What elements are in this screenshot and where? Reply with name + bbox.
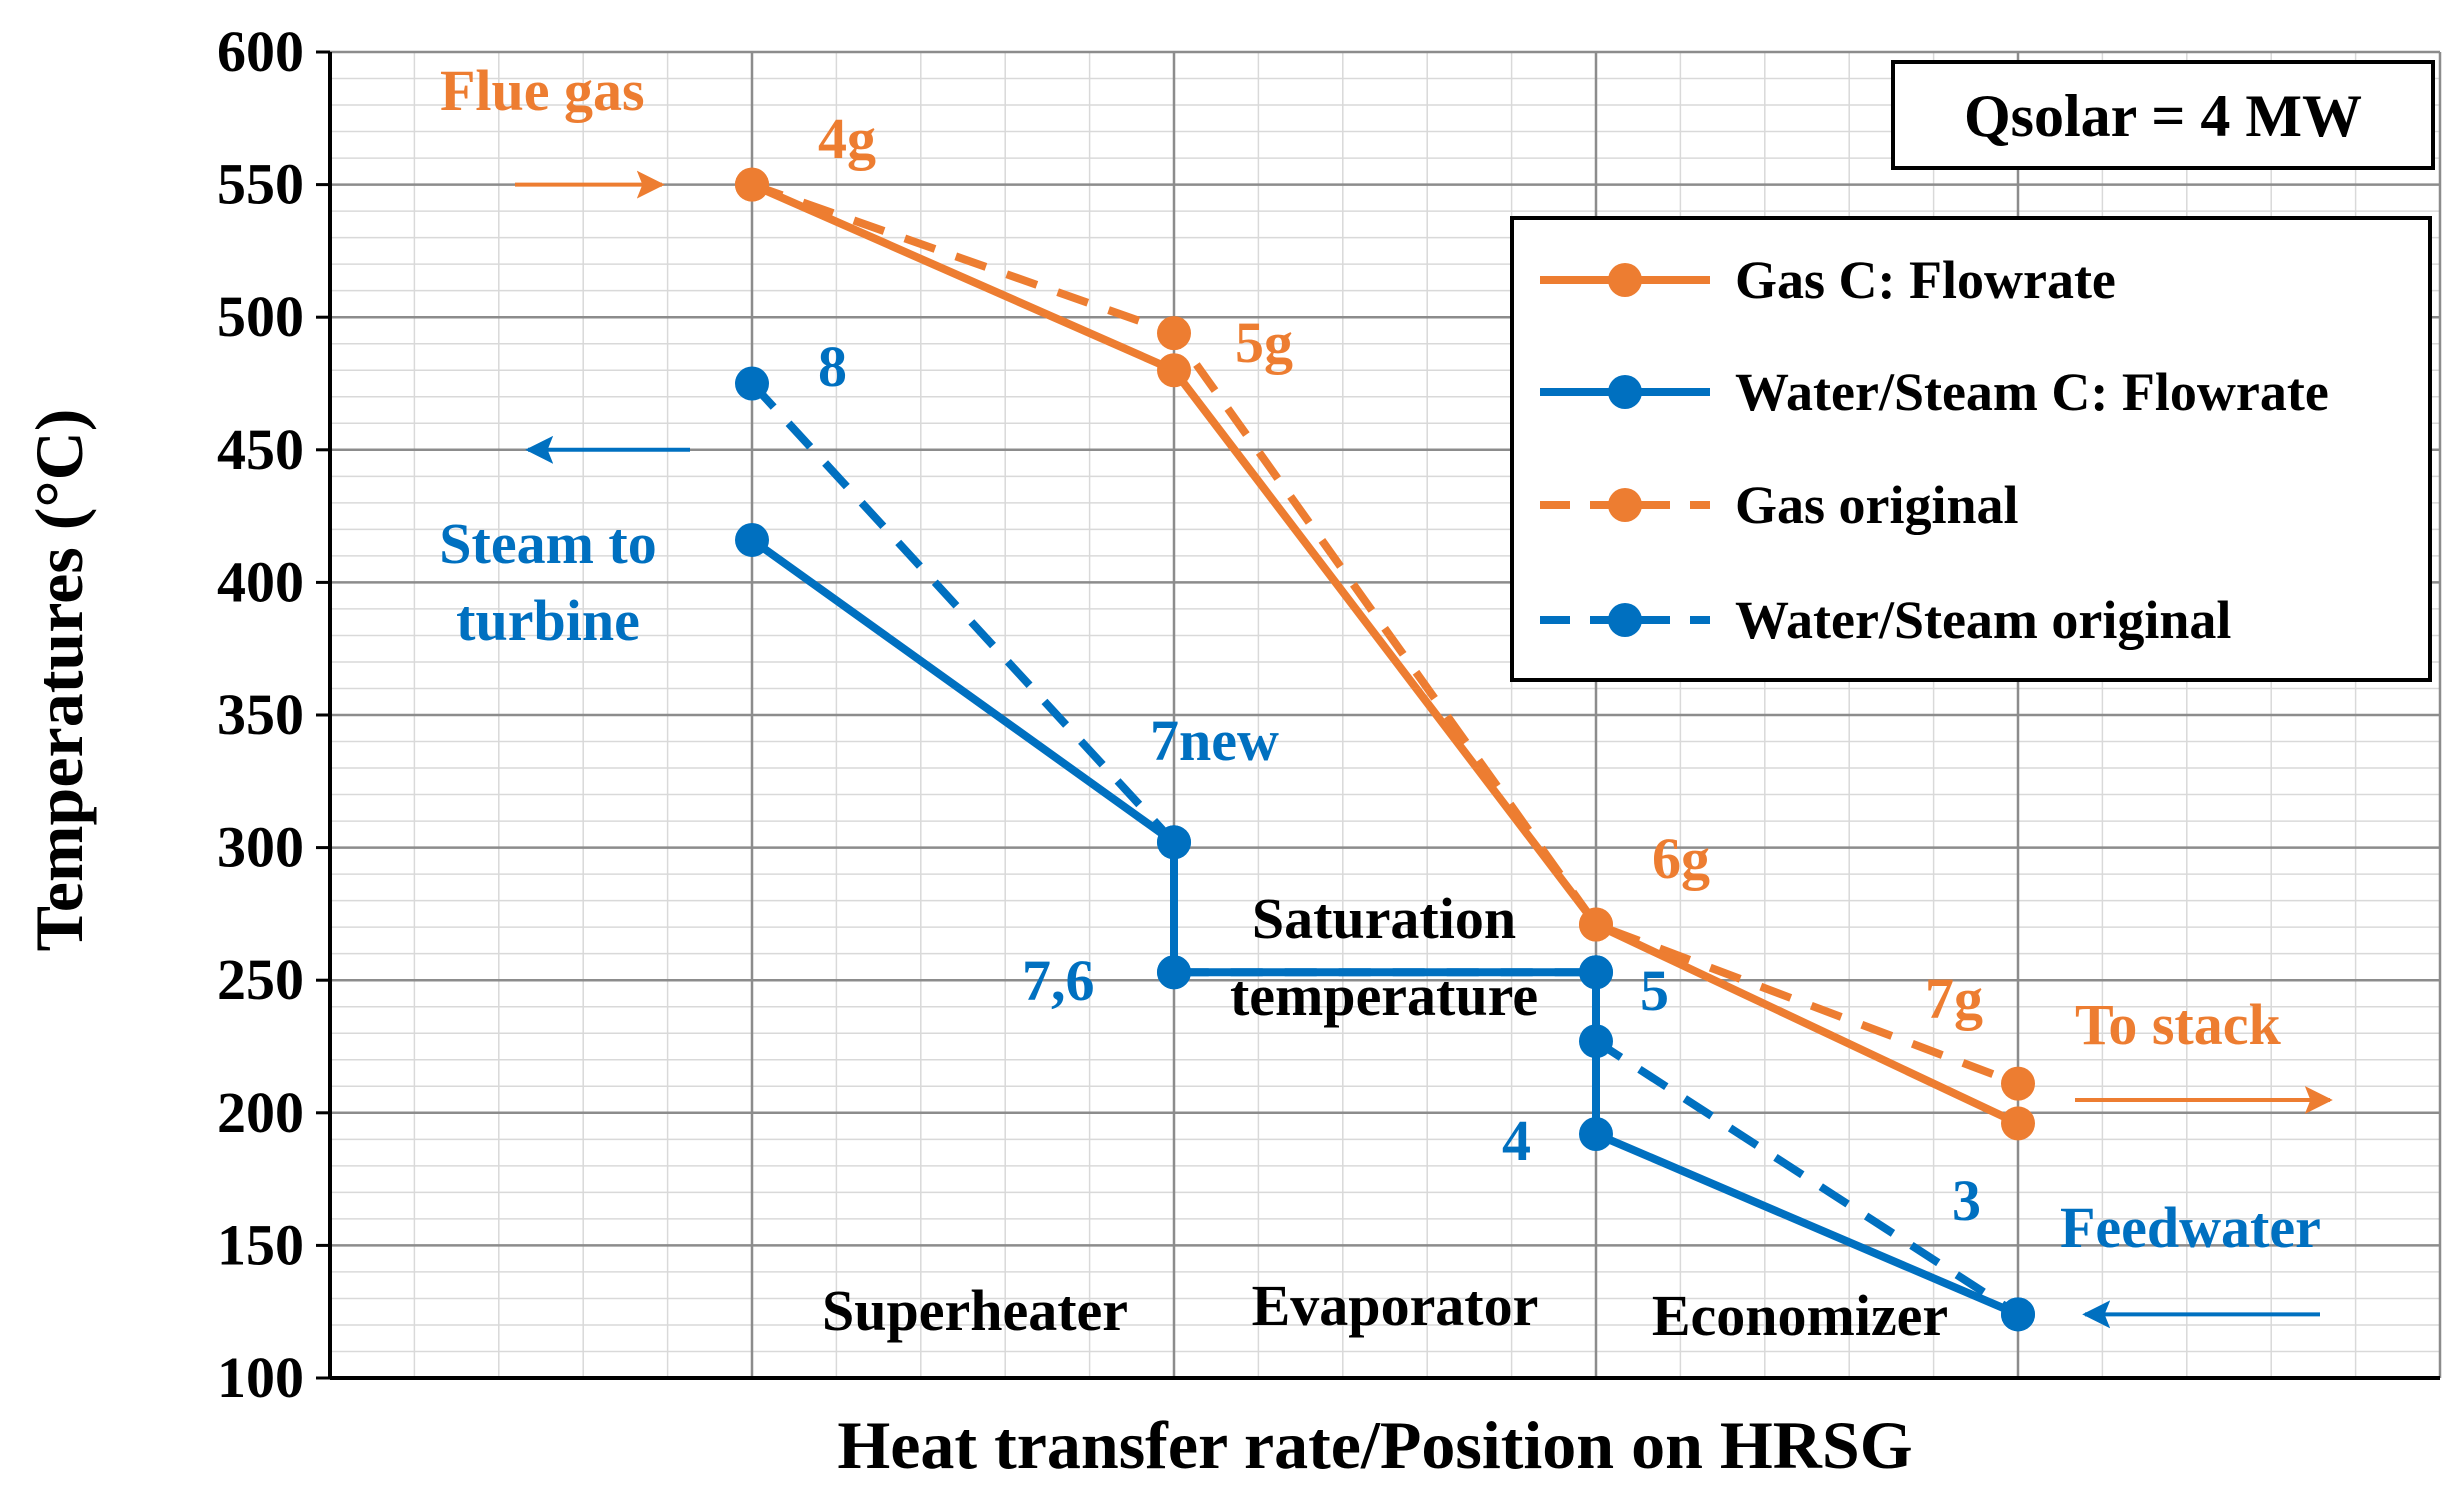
- annotation-flue-gas: Flue gas: [440, 58, 645, 123]
- data-point-gas-flowrate: [1579, 907, 1613, 942]
- data-point-water-flowrate: [735, 522, 769, 557]
- annotation-steam-to-turbine: Steam to: [439, 511, 656, 576]
- data-point-gas-original: [1157, 316, 1191, 351]
- annotation-feedwater: Feedwater: [2060, 1195, 2321, 1260]
- qsolar-box-frame: [1891, 60, 2435, 170]
- point-label-4g: 4g: [818, 106, 876, 171]
- data-point-gas-flowrate: [735, 167, 769, 202]
- section-label-superheater: Superheater: [822, 1278, 1128, 1343]
- y-tick-label: 550: [217, 152, 304, 217]
- y-tick-label: 350: [217, 682, 304, 747]
- legend-label-water-flowrate: Water/Steam C: Flowrate: [1735, 362, 2329, 422]
- data-point-water-original: [735, 366, 769, 401]
- data-point-water-flowrate: [1579, 1117, 1613, 1152]
- series-gas-flowrate: [735, 167, 2035, 1141]
- y-tick-label: 450: [217, 417, 304, 482]
- annotation-saturation-temperature: temperature: [1230, 963, 1538, 1028]
- data-point-gas-original: [2001, 1066, 2035, 1101]
- legend-label-water-original: Water/Steam original: [1735, 590, 2231, 650]
- point-label-7g: 7g: [1925, 966, 1983, 1031]
- y-tick-label: 150: [217, 1212, 304, 1277]
- major-grid: [330, 50, 2442, 1378]
- series-water-flowrate: [735, 522, 2035, 1332]
- legend-frame: [1510, 216, 2432, 682]
- point-label-8: 8: [818, 334, 847, 399]
- data-point-gas-flowrate: [2001, 1106, 2035, 1141]
- x-axis-title: Heat transfer rate/Position on HRSG: [837, 1407, 1912, 1483]
- data-point-water-flowrate: [1157, 955, 1191, 990]
- data-point-water-flowrate: [1157, 825, 1191, 860]
- y-tick-label: 100: [217, 1345, 304, 1410]
- legend-label-gas-flowrate: Gas C: Flowrate: [1735, 250, 2116, 310]
- annotation-saturation-temperature: Saturation: [1252, 886, 1516, 951]
- data-point-water-flowrate: [2001, 1297, 2035, 1332]
- series-line-water-flowrate: [749, 536, 2020, 1319]
- y-tick-label: 200: [217, 1080, 304, 1145]
- annotation-to-stack: To stack: [2075, 992, 2281, 1057]
- point-label-5: 5: [1640, 958, 1669, 1023]
- section-label-economizer: Economizer: [1652, 1283, 1948, 1348]
- legend: Gas C: Flowrate Water/Steam C: Flowrate Ga…: [1510, 216, 2432, 682]
- point-label-3: 3: [1952, 1168, 1981, 1233]
- point-label-4: 4: [1502, 1108, 1531, 1173]
- section-label-evaporator: Evaporator: [1252, 1273, 1539, 1338]
- legend-marker-gas-flowrate: [1608, 263, 1642, 297]
- point-label-6g: 6g: [1652, 826, 1710, 891]
- y-tick-label: 300: [217, 815, 304, 880]
- legend-marker-gas-original: [1608, 488, 1642, 522]
- data-point-gas-flowrate: [1157, 353, 1191, 388]
- y-tick-label: 400: [217, 549, 304, 614]
- y-tick-label: 500: [217, 284, 304, 349]
- legend-marker-water-flowrate: [1608, 375, 1642, 409]
- data-point-water-flowrate: [1579, 955, 1613, 990]
- legend-label-gas-original: Gas original: [1735, 475, 2019, 535]
- series-line-gas-original: [750, 180, 2020, 1088]
- series-line-gas-flowrate: [750, 180, 2020, 1128]
- legend-marker-water-original: [1608, 603, 1642, 637]
- y-axis-title: Temperatures (°C): [21, 409, 97, 952]
- annotation-steam-to-turbine: turbine: [456, 588, 640, 653]
- point-label-5g: 5g: [1235, 310, 1293, 375]
- y-tick-label: 600: [217, 19, 304, 84]
- qsolar-box: Qsolar = 4 MW: [1891, 60, 2435, 170]
- qsolar-label: Qsolar = 4 MW: [1964, 83, 2362, 149]
- point-label-7-6: 7,6: [1022, 948, 1095, 1013]
- point-label-7new: 7new: [1150, 708, 1279, 773]
- y-tick-label: 250: [217, 947, 304, 1012]
